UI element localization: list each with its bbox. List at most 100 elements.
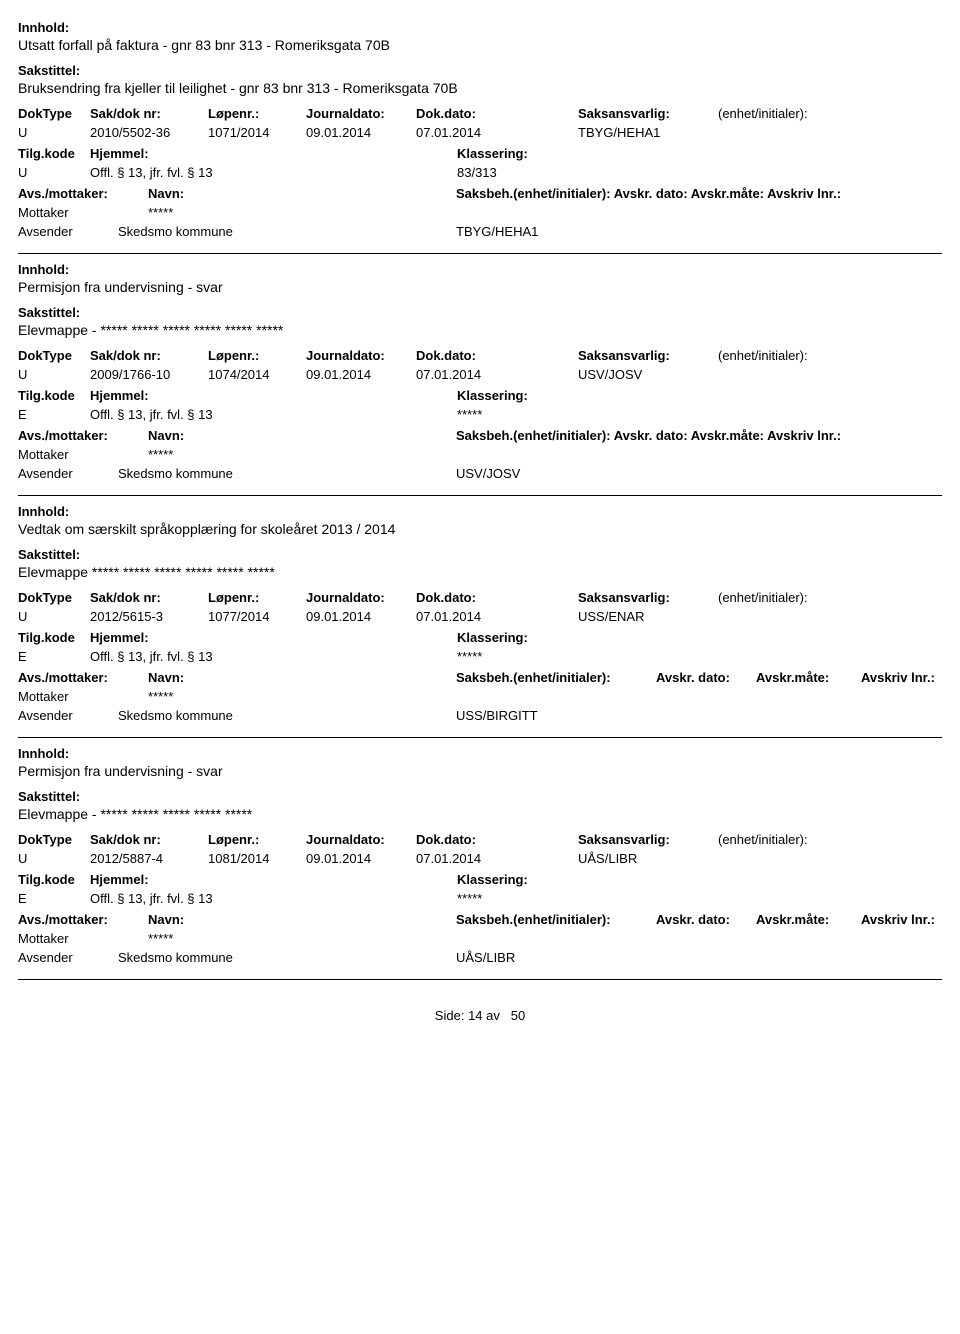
enhet-label: (enhet/initialer): (718, 590, 868, 605)
doktype-value: U (18, 609, 90, 624)
doktype-label: DokType (18, 348, 90, 363)
avs-label: Avs./mottaker: (18, 186, 148, 201)
dokdato-label: Dok.dato: (416, 348, 578, 363)
mottaker-value: ***** (148, 931, 456, 946)
page-footer: Side: 14 av 50 (18, 980, 942, 1037)
innhold-text: Utsatt forfall på faktura - gnr 83 bnr 3… (18, 37, 942, 53)
klasser-label: Klassering: (457, 872, 757, 887)
klasser-label: Klassering: (457, 630, 757, 645)
tilgkode-value: E (18, 649, 90, 664)
innhold-label: Innhold: (18, 262, 942, 277)
sakstittel-label: Sakstittel: (18, 547, 942, 562)
sakdok-label: Sak/dok nr: (90, 832, 208, 847)
dokdato-value: 07.01.2014 (416, 609, 578, 624)
sakstittel-text: Elevmappe - ***** ***** ***** ***** ****… (18, 806, 942, 822)
avskriv-label: Avskriv lnr.: (861, 670, 960, 685)
klasser-value: ***** (457, 891, 757, 906)
avs-label: Avs./mottaker: (18, 912, 148, 927)
hjemmel-value: Offl. § 13, jfr. fvl. § 13 (90, 407, 457, 422)
avsender-label: Avsender (18, 224, 118, 239)
navn-label: Navn: (148, 186, 456, 201)
record: Innhold: Permisjon fra undervisning - sv… (18, 738, 942, 980)
saksansv-value: USS/ENAR (578, 609, 718, 624)
sakdok-value: 2009/1766-10 (90, 367, 208, 382)
tilgkode-label: Tilg.kode (18, 388, 90, 403)
mottaker-label: Mottaker (18, 689, 148, 704)
journal-label: Journaldato: (306, 348, 416, 363)
avsender-label: Avsender (18, 466, 118, 481)
journal-label: Journaldato: (306, 832, 416, 847)
saksansv-label: Saksansvarlig: (578, 348, 718, 363)
saksansv-value: TBYG/HEHA1 (578, 125, 718, 140)
saksansv-label: Saksansvarlig: (578, 590, 718, 605)
saksansv-label: Saksansvarlig: (578, 106, 718, 121)
record: Innhold: Vedtak om særskilt språkopplæri… (18, 496, 942, 738)
journal-value: 09.01.2014 (306, 609, 416, 624)
lopenr-value: 1071/2014 (208, 125, 306, 140)
hjemmel-value: Offl. § 13, jfr. fvl. § 13 (90, 649, 457, 664)
lopenr-label: Løpenr.: (208, 348, 306, 363)
journal-value: 09.01.2014 (306, 125, 416, 140)
avsender-label: Avsender (18, 708, 118, 723)
dokdato-value: 07.01.2014 (416, 367, 578, 382)
sakstittel-label: Sakstittel: (18, 305, 942, 320)
avsender-label: Avsender (18, 950, 118, 965)
tilgkode-label: Tilg.kode (18, 630, 90, 645)
lopenr-value: 1077/2014 (208, 609, 306, 624)
sakdok-value: 2012/5887-4 (90, 851, 208, 866)
saksbeh-label: Saksbeh.(enhet/initialer): (456, 912, 656, 927)
mottaker-value: ***** (148, 205, 456, 220)
innhold-label: Innhold: (18, 20, 942, 35)
sakdok-label: Sak/dok nr: (90, 348, 208, 363)
lopenr-label: Løpenr.: (208, 832, 306, 847)
sakdok-label: Sak/dok nr: (90, 590, 208, 605)
sakstittel-label: Sakstittel: (18, 789, 942, 804)
avskrmate-label: Avskr.måte: (756, 670, 861, 685)
innhold-label: Innhold: (18, 746, 942, 761)
sakdok-label: Sak/dok nr: (90, 106, 208, 121)
hjemmel-label: Hjemmel: (90, 146, 457, 161)
hjemmel-label: Hjemmel: (90, 630, 457, 645)
tilgkode-label: Tilg.kode (18, 872, 90, 887)
navn-label: Navn: (148, 670, 456, 685)
footer-total: 50 (511, 1008, 525, 1023)
innhold-text: Permisjon fra undervisning - svar (18, 279, 942, 295)
footer-side-label: Side: (435, 1008, 465, 1023)
doktype-value: U (18, 851, 90, 866)
enhet-label: (enhet/initialer): (718, 832, 868, 847)
enhetinit-value: UÅS/LIBR (456, 950, 756, 965)
navn-label: Navn: (148, 912, 456, 927)
avsender-value: Skedsmo kommune (118, 950, 456, 965)
footer-current: 14 (468, 1008, 482, 1023)
dokdato-value: 07.01.2014 (416, 125, 578, 140)
saksansv-value: USV/JOSV (578, 367, 718, 382)
enhet-value (718, 609, 868, 624)
klasser-label: Klassering: (457, 388, 757, 403)
innhold-label: Innhold: (18, 504, 942, 519)
record: Innhold: Utsatt forfall på faktura - gnr… (18, 12, 942, 254)
doktype-value: U (18, 367, 90, 382)
tilgkode-value: E (18, 891, 90, 906)
doktype-label: DokType (18, 106, 90, 121)
hjemmel-value: Offl. § 13, jfr. fvl. § 13 (90, 891, 457, 906)
saksbeh-full-label: Saksbeh.(enhet/initialer): Avskr. dato: … (456, 186, 936, 201)
journal-label: Journaldato: (306, 590, 416, 605)
avsender-value: Skedsmo kommune (118, 224, 456, 239)
avskrmate-label: Avskr.måte: (756, 912, 861, 927)
saksbeh-full-label: Saksbeh.(enhet/initialer): Avskr. dato: … (456, 428, 936, 443)
tilgkode-value: U (18, 165, 90, 180)
avskrdato-label: Avskr. dato: (656, 912, 756, 927)
avsender-value: Skedsmo kommune (118, 466, 456, 481)
saksansv-value: UÅS/LIBR (578, 851, 718, 866)
mottaker-label: Mottaker (18, 205, 148, 220)
dokdato-label: Dok.dato: (416, 832, 578, 847)
lopenr-label: Løpenr.: (208, 590, 306, 605)
doktype-label: DokType (18, 832, 90, 847)
innhold-text: Permisjon fra undervisning - svar (18, 763, 942, 779)
enhet-value (718, 851, 868, 866)
avskriv-label: Avskriv lnr.: (861, 912, 960, 927)
doktype-value: U (18, 125, 90, 140)
klasser-value: ***** (457, 649, 757, 664)
sakdok-value: 2012/5615-3 (90, 609, 208, 624)
saksbeh-label: Saksbeh.(enhet/initialer): (456, 670, 656, 685)
